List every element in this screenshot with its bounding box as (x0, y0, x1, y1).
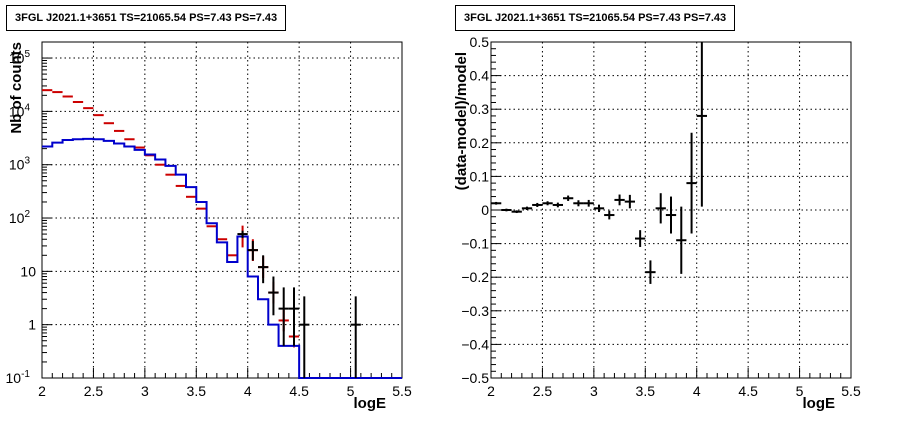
right-x-axis-title: logE (803, 395, 836, 412)
left-x-tick-label: 2.5 (84, 383, 104, 399)
right-y-tick-label: 0.5 (470, 34, 490, 50)
right-x-tick-label: 4.5 (738, 383, 758, 399)
right-y-tick-label: −0.4 (461, 336, 489, 352)
left-x-tick-label: 4.5 (289, 383, 309, 399)
right-y-tick-label: 0.4 (470, 68, 490, 84)
right-y-tick-label: −0.5 (461, 370, 489, 386)
right-y-tick-label: 0.3 (470, 101, 490, 117)
residual-series (491, 42, 707, 284)
left-y-axis-title: Nb of counts (8, 42, 25, 134)
data-series (237, 230, 361, 378)
right-y-tick-label: −0.2 (461, 269, 489, 285)
counts-spectrum-chart: 2 2.5 3 3.5 4 4.5 5 5.5 10-1 1 10 102 103 104 105 logE N… (6, 41, 412, 412)
left-y-tick-label: 10-1 (6, 369, 31, 386)
left-x-tick-label: 5.5 (392, 383, 412, 399)
left-plot-frame (41, 41, 403, 379)
residuals-chart: 2 2.5 3 3.5 4 4.5 5 5.5 −0.5 −0.4 −0.3 −0.2 −0.1 0 0.1… (453, 34, 861, 412)
right-y-tick-label: 0.2 (470, 135, 490, 151)
model-source-series (42, 137, 402, 379)
right-x-tick-label: 3 (590, 383, 598, 399)
left-ticks (41, 41, 403, 379)
right-chart-title: 3FGL J2021.1+3651 TS=21065.54 PS=7.43 PS… (455, 5, 736, 31)
left-grid (41, 42, 403, 379)
right-x-tick-label: 5 (796, 383, 804, 399)
right-y-tick-label: 0.1 (470, 168, 490, 184)
left-x-tick-label: 5 (347, 383, 355, 399)
right-y-tick-label: −0.3 (461, 303, 489, 319)
left-y-tick-label: 105 (9, 49, 31, 66)
left-x-tick-label: 2 (38, 383, 46, 399)
right-ticks (490, 41, 852, 379)
left-y-tick-label: 103 (9, 156, 31, 173)
left-x-tick-label: 3.5 (187, 383, 207, 399)
right-x-tick-label: 2 (487, 383, 495, 399)
model-total-series (42, 89, 300, 348)
left-chart-title: 3FGL J2021.1+3651 TS=21065.54 PS=7.43 PS… (6, 5, 287, 31)
right-y-tick-label: 0 (481, 202, 489, 218)
right-y-axis-title: (data-model)/model (453, 52, 470, 190)
right-x-tick-label: 2.5 (533, 383, 553, 399)
left-x-tick-label: 4 (244, 383, 252, 399)
left-x-axis-title: logE (354, 395, 387, 412)
left-y-tick-label: 10 (20, 263, 36, 279)
left-y-tick-label: 104 (9, 102, 31, 119)
right-x-tick-label: 3.5 (636, 383, 656, 399)
left-x-tick-label: 3 (141, 383, 149, 399)
right-x-tick-label: 5.5 (841, 383, 861, 399)
left-y-tick-label: 1 (28, 317, 36, 333)
left-y-tick-label: 102 (9, 209, 31, 226)
right-x-tick-label: 4 (693, 383, 701, 399)
right-y-tick-label: −0.1 (461, 236, 489, 252)
